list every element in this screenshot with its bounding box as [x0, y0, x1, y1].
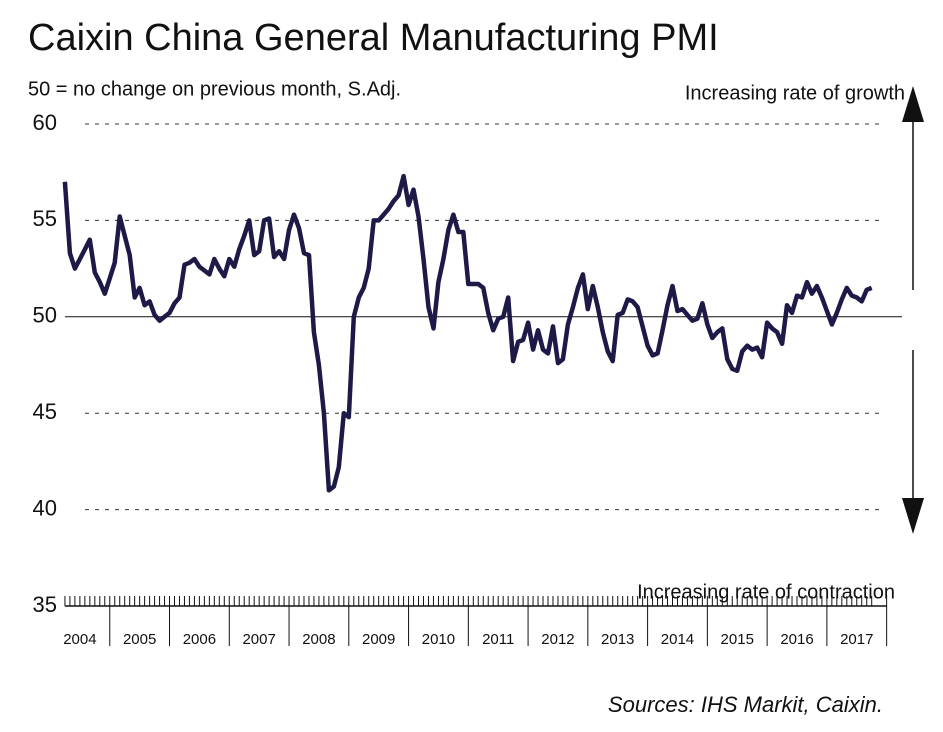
up-arrow	[902, 86, 924, 290]
growth-annotation: Increasing rate of growth	[685, 82, 905, 104]
source-note: Sources: IHS Markit, Caixin.	[608, 692, 883, 717]
x-tick-label: 2016	[780, 631, 813, 648]
x-tick-label: 2013	[601, 631, 634, 648]
x-tick-label: 2012	[541, 631, 574, 648]
pmi-line	[62, 173, 873, 493]
y-tick-label: 45	[33, 399, 57, 424]
contraction-annotation: Increasing rate of contraction	[637, 581, 895, 603]
y-tick-label: 60	[33, 110, 57, 135]
x-tick-label: 2017	[840, 631, 873, 648]
x-tick-label: 2008	[302, 631, 335, 648]
x-tick-label: 2009	[362, 631, 395, 648]
y-tick-label: 40	[33, 495, 57, 520]
y-tick-label: 50	[33, 303, 57, 328]
x-tick-label: 2004	[63, 631, 96, 648]
x-tick-label: 2010	[422, 631, 455, 648]
down-arrow	[902, 350, 924, 534]
x-tick-label: 2011	[482, 631, 514, 648]
x-tick-label: 2006	[183, 631, 216, 648]
x-tick-label: 2014	[661, 631, 694, 648]
chart-title: Caixin China General Manufacturing PMI	[28, 17, 719, 59]
y-tick-label: 55	[33, 206, 57, 231]
y-tick-label: 35	[33, 592, 57, 617]
chart-subtitle: 50 = no change on previous month, S.Adj.	[28, 78, 401, 100]
x-tick-label: 2015	[721, 631, 754, 648]
x-tick-label: 2005	[123, 631, 156, 648]
x-tick-label: 2007	[242, 631, 275, 648]
